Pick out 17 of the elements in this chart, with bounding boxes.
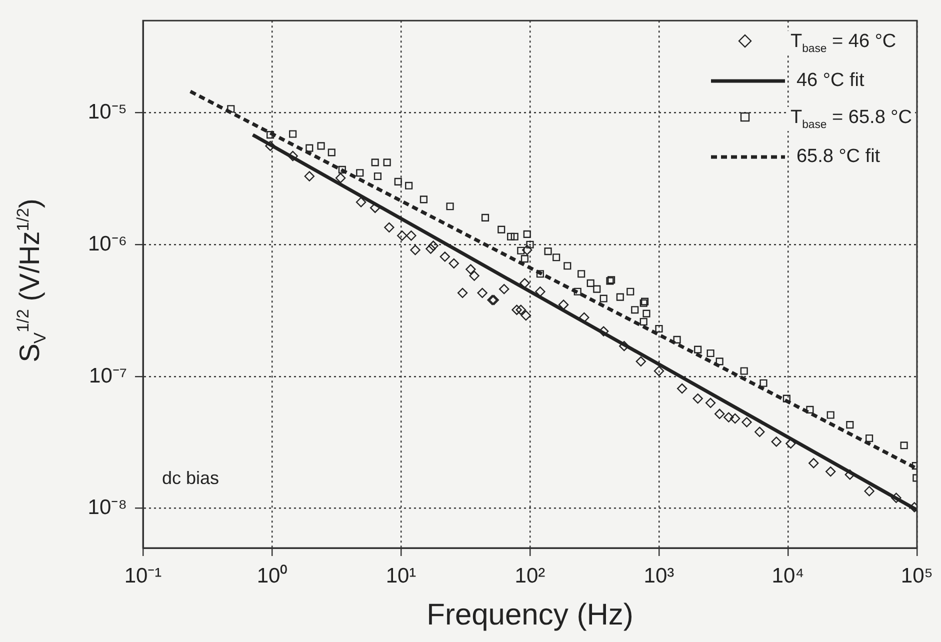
x-tick-label: 10⁰ [256,564,288,588]
y-tick-label: 10⁻⁷ [89,364,127,388]
legend-label: T$_{base}$ = 46 °C [787,31,900,55]
x-tick-label: 10¹ [386,564,416,588]
x-tick-label: 10² [514,564,546,588]
y-tick-label: 10⁻⁸ [88,496,127,520]
x-tick-label: 10⁻¹ [124,564,162,588]
legend-label: T$_{base}$ = 65.8 °C [787,107,915,131]
x-tick-label: 10⁴ [772,564,804,588]
x-axis-title: Frequency (Hz) [426,598,634,632]
legend-label: 46 °C fit [793,70,868,92]
legend-label: 65.8 °C fit [793,146,884,168]
x-tick-label: 10³ [644,564,674,588]
annotation: dc bias [162,468,220,489]
y-tick-label: 10⁻⁶ [88,232,127,256]
x-tick-label: 10⁵ [900,564,934,588]
y-tick-label: 10⁻⁵ [88,100,127,124]
